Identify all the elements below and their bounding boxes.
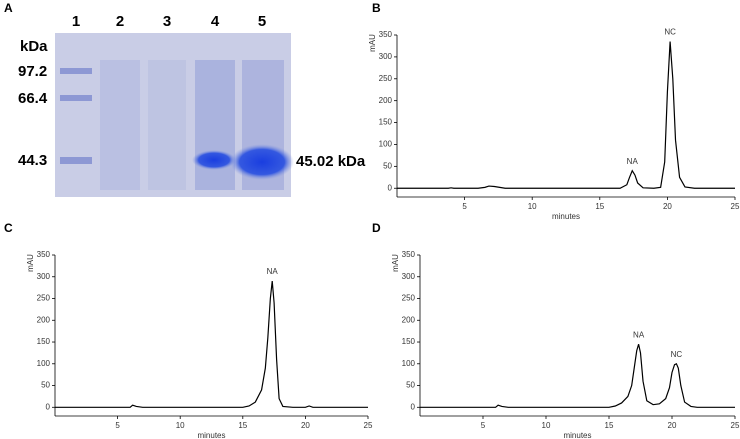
- y-tick-label: 0: [46, 402, 51, 411]
- lane-smear: [148, 60, 186, 190]
- y-tick-label: 50: [41, 381, 50, 390]
- y-tick-label: 250: [37, 294, 51, 303]
- y-tick-label: 200: [402, 315, 416, 324]
- x-axis-label: minutes: [197, 431, 225, 439]
- lane-label: 2: [116, 13, 124, 30]
- x-tick-label: 5: [481, 421, 486, 430]
- y-tick-label: 350: [402, 250, 416, 259]
- panel-label: B: [372, 1, 381, 15]
- y-tick-label: 200: [37, 315, 51, 324]
- y-tick-label: 100: [379, 140, 393, 149]
- y-tick-label: 200: [379, 96, 393, 105]
- marker-label: 66.4: [18, 90, 48, 107]
- series-line: [55, 281, 368, 408]
- y-tick-label: 250: [402, 294, 416, 303]
- y-tick-label: 50: [383, 161, 392, 170]
- annotation: NC: [664, 28, 676, 37]
- x-tick-label: 5: [462, 202, 467, 211]
- y-axis-label: mAU: [26, 254, 35, 272]
- unit-label: kDa: [20, 38, 48, 55]
- y-axis-label: mAU: [391, 254, 400, 272]
- lane-label: 3: [163, 13, 171, 30]
- panel-label: C: [4, 221, 13, 235]
- y-tick-label: 150: [379, 118, 393, 127]
- y-tick-label: 300: [402, 272, 416, 281]
- lane-label: 5: [258, 13, 266, 30]
- y-tick-label: 100: [402, 359, 416, 368]
- y-tick-label: 100: [37, 359, 51, 368]
- band: [60, 95, 92, 101]
- x-tick-label: 20: [668, 421, 677, 430]
- y-tick-label: 350: [379, 30, 393, 39]
- x-axis-label: minutes: [563, 431, 591, 439]
- band: [230, 144, 294, 180]
- y-tick-label: 300: [379, 52, 393, 61]
- x-tick-label: 20: [663, 202, 672, 211]
- annotation: NA: [627, 157, 639, 166]
- marker-label: 44.3: [18, 152, 47, 169]
- x-tick-label: 10: [528, 202, 537, 211]
- x-tick-label: 15: [595, 202, 604, 211]
- lane-label: 4: [211, 13, 220, 30]
- band: [60, 157, 92, 164]
- gel: 1 2 3 4 5 kDa 97.2 66.4 44.3 45.02 kDa: [18, 13, 366, 197]
- x-tick-label: 10: [542, 421, 551, 430]
- annotation: NA: [267, 267, 279, 276]
- y-tick-label: 300: [37, 272, 51, 281]
- series-line: [420, 344, 735, 408]
- x-tick-label: 20: [301, 421, 310, 430]
- lane-smear: [195, 60, 235, 190]
- series-line: [397, 41, 735, 189]
- panel-label: D: [372, 221, 381, 235]
- band: [192, 150, 236, 170]
- y-tick-label: 0: [388, 183, 393, 192]
- annotation: NA: [633, 330, 645, 339]
- y-tick-label: 150: [37, 337, 51, 346]
- x-tick-label: 5: [115, 421, 120, 430]
- y-tick-label: 250: [379, 74, 393, 83]
- y-axis-label: mAU: [368, 34, 377, 52]
- x-tick-label: 25: [731, 421, 740, 430]
- y-tick-label: 0: [411, 402, 416, 411]
- y-tick-label: 50: [406, 381, 415, 390]
- lane-label: 1: [72, 13, 80, 30]
- marker-label: 97.2: [18, 63, 47, 80]
- annotation: NC: [671, 350, 683, 359]
- band-label: 45.02 kDa: [296, 153, 366, 170]
- lane-smear: [100, 60, 140, 190]
- y-tick-label: 150: [402, 337, 416, 346]
- y-tick-label: 350: [37, 250, 51, 259]
- x-tick-label: 25: [364, 421, 373, 430]
- band: [60, 68, 92, 74]
- x-tick-label: 10: [176, 421, 185, 430]
- x-tick-label: 15: [605, 421, 614, 430]
- x-tick-label: 25: [731, 202, 740, 211]
- x-tick-label: 15: [238, 421, 247, 430]
- x-axis-label: minutes: [552, 212, 580, 221]
- panel-label: A: [4, 1, 13, 15]
